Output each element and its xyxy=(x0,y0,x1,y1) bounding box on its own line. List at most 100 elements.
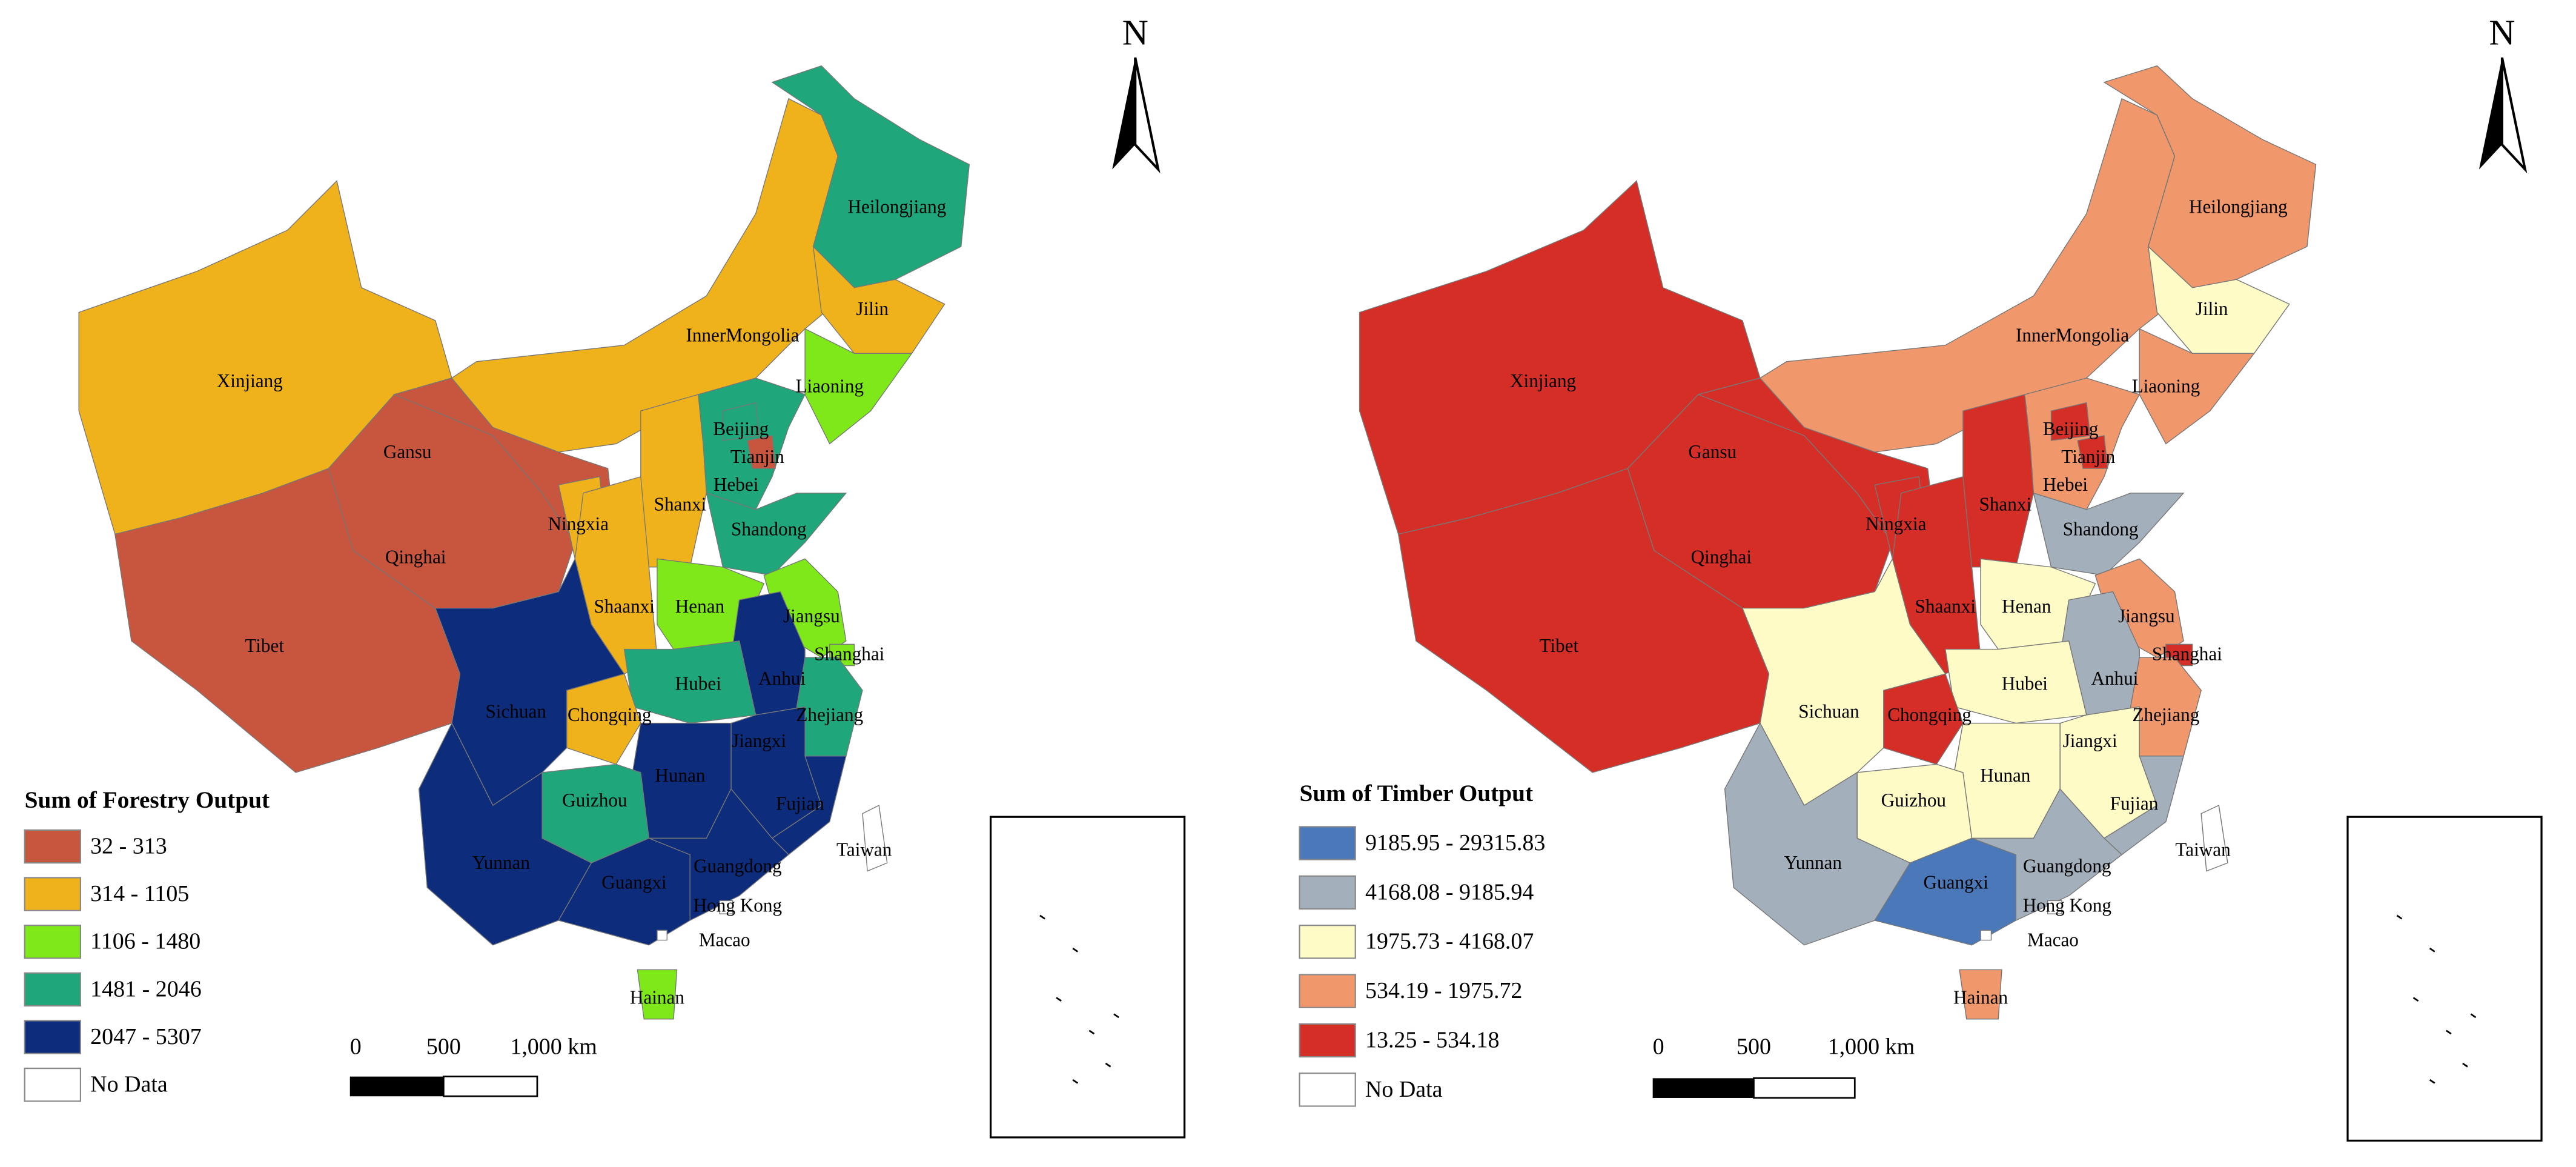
north-label: N xyxy=(2489,12,2515,52)
province-label: Henan xyxy=(2002,596,2051,617)
province-label: Hong Kong xyxy=(2023,894,2111,916)
province xyxy=(2147,245,2290,354)
province-label: Shandong xyxy=(731,518,807,539)
province-label: Qinghai xyxy=(385,546,446,567)
province-label: Anhui xyxy=(758,668,806,689)
legend-swatch xyxy=(1299,1023,1356,1058)
inset-island xyxy=(1072,1079,1079,1084)
province-label: Beijing xyxy=(713,418,769,439)
province-label: Hubei xyxy=(2002,673,2048,694)
inset-island xyxy=(1056,997,1062,1002)
inset-island xyxy=(2396,914,2403,920)
province-label: Tianjin xyxy=(2061,446,2115,467)
province xyxy=(719,900,733,914)
province-label: Sichuan xyxy=(1798,700,1859,722)
province-label: Liaoning xyxy=(795,375,864,396)
inset-island xyxy=(1072,948,1079,953)
province-label: Shanghai xyxy=(2152,643,2222,665)
legend-label: 4168.08 - 9185.94 xyxy=(1365,879,1534,905)
scale-label: 0 xyxy=(350,1034,362,1059)
province-label: Hubei xyxy=(675,673,722,694)
inset-island xyxy=(2412,997,2419,1002)
province-map xyxy=(78,65,970,1020)
province-label: Henan xyxy=(675,596,725,617)
province-label: Jiangsu xyxy=(2118,605,2175,627)
province-label: Gansu xyxy=(1688,441,1737,462)
inset-island xyxy=(1039,914,1045,920)
legend-label: 32 - 313 xyxy=(90,833,167,859)
province-label: Fujian xyxy=(2110,793,2159,814)
legend-swatch xyxy=(24,925,81,959)
legend-swatch xyxy=(24,1020,81,1054)
legend-swatch xyxy=(1299,826,1356,860)
province-label: Beijing xyxy=(2043,418,2099,439)
scale-bar-white xyxy=(1753,1077,1856,1099)
province-label: Shanxi xyxy=(1979,494,2031,515)
legend-label: 534.19 - 1975.72 xyxy=(1365,978,1522,1003)
legend-label: 1106 - 1480 xyxy=(90,929,200,954)
inset-island xyxy=(1105,1062,1111,1068)
legend-title: Sum of Forestry Output xyxy=(25,786,270,813)
inset-island xyxy=(2429,948,2435,953)
legend-swatch xyxy=(24,972,81,1007)
province-label: Jilin xyxy=(2196,298,2228,319)
province-label: Hong Kong xyxy=(694,894,782,916)
province xyxy=(706,492,847,576)
province-label: Hebei xyxy=(714,474,759,495)
province-label: Hebei xyxy=(2043,474,2088,495)
province-label: Chongqing xyxy=(1887,704,1972,725)
province-label: Shaanxi xyxy=(594,596,655,617)
province-label: Fujian xyxy=(776,793,824,814)
inset-frame xyxy=(989,816,1186,1139)
province-label: Hainan xyxy=(630,986,684,1008)
province-label: Guizhou xyxy=(562,790,627,811)
province-label: Jiangsu xyxy=(783,605,840,627)
province-label: Xinjiang xyxy=(1510,370,1576,391)
province xyxy=(1959,969,2002,1020)
legend-swatch xyxy=(1299,925,1356,959)
legend-label: No Data xyxy=(90,1072,168,1097)
province-label: Taiwan xyxy=(2175,839,2231,860)
province-label: Tianjin xyxy=(730,446,784,467)
province xyxy=(2047,900,2062,914)
legend-swatch xyxy=(24,1068,81,1102)
province-label: Jilin xyxy=(856,298,889,319)
legend-swatch xyxy=(24,829,81,864)
province-label: Hainan xyxy=(1953,986,2008,1008)
scale-label: 0 xyxy=(1653,1034,1664,1059)
inset-island xyxy=(2445,1029,2452,1035)
province-label: Liaoning xyxy=(2132,375,2200,396)
scale-label: 1,000 km xyxy=(510,1034,597,1059)
scale-bar-white xyxy=(442,1076,538,1097)
inset-island xyxy=(1113,1013,1119,1019)
north-label: N xyxy=(1122,12,1148,52)
legend-label: 13.25 - 534.18 xyxy=(1365,1027,1499,1052)
province xyxy=(2050,402,2091,441)
province-label: Xinjiang xyxy=(217,370,283,391)
legend-label: 2047 - 5307 xyxy=(90,1024,202,1049)
inset-island xyxy=(2462,1062,2468,1068)
province xyxy=(747,435,776,469)
province-map xyxy=(1359,65,2317,1020)
scale-bar-black xyxy=(349,1076,444,1097)
legend-label: 9185.95 - 29315.83 xyxy=(1365,830,1545,856)
province xyxy=(2103,65,2317,288)
scale-bar-black xyxy=(1652,1078,1754,1098)
province-label: Jiangxi xyxy=(2063,730,2117,751)
province-label: Yunnan xyxy=(1784,852,1843,873)
province-label: Jiangxi xyxy=(732,730,786,751)
legend-label: 1481 - 2046 xyxy=(90,976,202,1002)
province-label: Heilongjiang xyxy=(848,196,947,218)
province-label: Guangxi xyxy=(1924,872,1989,893)
province xyxy=(722,402,760,441)
province-label: Macao xyxy=(2027,929,2079,950)
legend-label: 314 - 1105 xyxy=(90,881,189,906)
province xyxy=(649,788,789,922)
province xyxy=(2077,435,2108,469)
province-label: Tibet xyxy=(245,635,284,656)
scale-label: 500 xyxy=(1737,1034,1771,1059)
province-label: Tibet xyxy=(1539,635,1578,656)
legend-label: No Data xyxy=(1365,1077,1443,1102)
legend-swatch xyxy=(24,877,81,911)
